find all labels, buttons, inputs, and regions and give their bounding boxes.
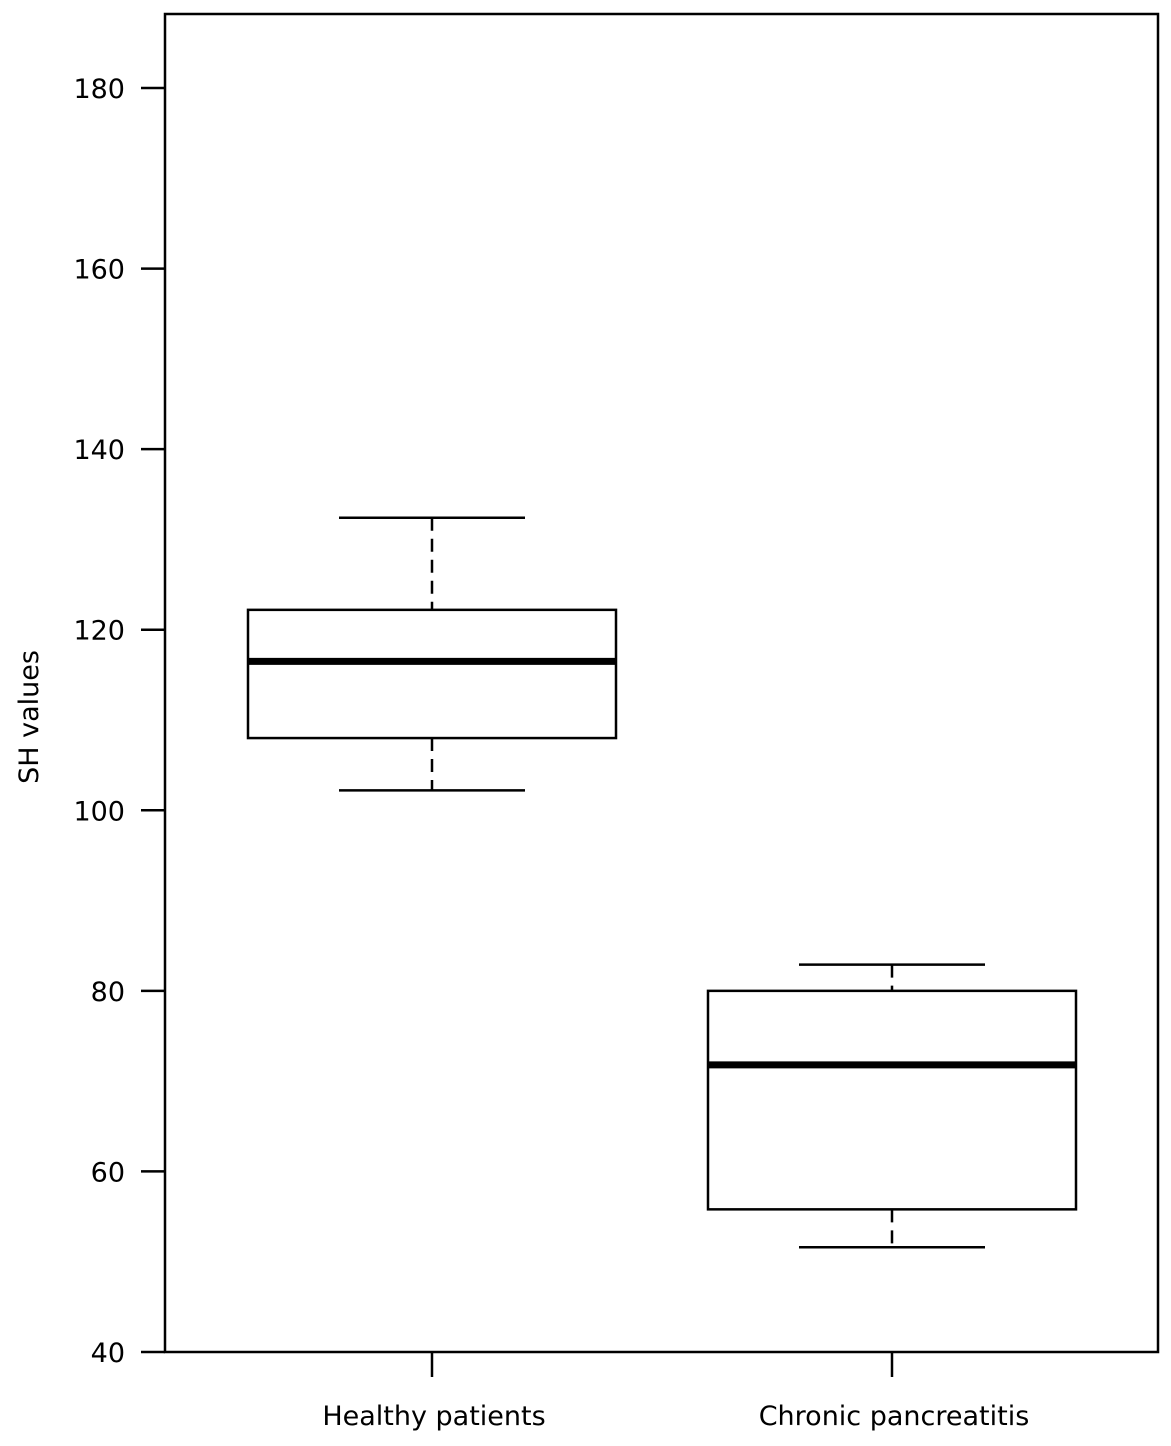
y-tick-label: 180 (73, 74, 125, 105)
box-healthy-patients (246, 516, 618, 792)
y-tick-label: 100 (73, 796, 125, 827)
box-chronic-pancreatitis (706, 963, 1078, 1249)
y-tick-label: 80 (91, 977, 125, 1008)
x-tick-label: Chronic pancreatitis (759, 1401, 1030, 1432)
y-tick-label: 120 (73, 616, 125, 647)
y-axis-title: SH values (14, 650, 45, 784)
boxes (246, 516, 1078, 1249)
y-tick-label: 60 (91, 1157, 125, 1188)
y-tick-label: 40 (91, 1338, 125, 1369)
plot-frame (163, 12, 1160, 1354)
x-tick-label: Healthy patients (322, 1401, 545, 1432)
iqr-box (246, 608, 618, 740)
x-axis: Healthy patients Chronic pancreatitis (322, 1352, 1029, 1432)
y-axis: 40 60 80 100 120 140 160 180 (73, 74, 165, 1369)
y-tick-label: 160 (73, 255, 125, 286)
y-tick-label: 140 (73, 435, 125, 466)
iqr-box (706, 989, 1078, 1211)
